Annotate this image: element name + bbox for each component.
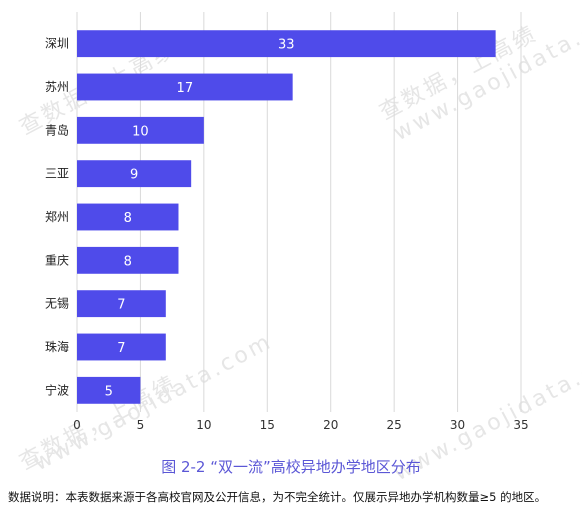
x-tick-label: 35 [513,418,528,432]
x-tick-label: 20 [323,418,338,432]
category-label: 重庆 [45,253,69,267]
category-label: 三亚 [45,167,69,181]
bar-value-label: 33 [278,38,295,53]
category-label: 郑州 [45,209,69,224]
bar [77,203,179,231]
bar [77,376,141,404]
bar-value-label: 10 [132,124,149,139]
x-tick-label: 25 [387,418,402,432]
bar [77,116,204,144]
source-note: 数据说明：本表数据来源于各高校官网及公开信息，为不完全统计。仅展示异地办学机构数… [8,490,547,504]
x-tick-label: 10 [196,418,211,432]
bar-value-label: 7 [117,298,125,313]
bar [77,246,179,274]
bar-value-label: 5 [105,384,113,399]
category-label: 无锡 [45,296,69,311]
bar [77,333,166,361]
x-tick-label: 5 [137,418,145,432]
bar-chart: 0 5 10 15 20 25 30 35 33 深圳 17 苏州 10 青岛 9 三亚 8 郑州 8 重庆 7 无锡 7 珠… [45,12,529,432]
bar [77,30,496,58]
category-label: 深圳 [45,37,69,51]
chart-area: 查数据，上高绩 www.gaojidata.com 查数据，上高绩 www.ga… [16,0,582,486]
figure-caption: 图 2-2 “双一流”高校异地办学地区分布 [161,458,421,476]
bar [77,290,166,318]
bar-value-label: 8 [124,211,132,226]
category-label: 珠海 [45,339,69,354]
x-tick-label: 30 [450,418,465,432]
bar-value-label: 9 [130,168,138,183]
bar [77,160,192,188]
category-label: 青岛 [45,122,69,137]
bar-value-label: 17 [177,81,194,96]
x-tick-label: 0 [73,418,81,432]
bar-value-label: 7 [117,341,125,356]
bar [77,73,293,101]
x-tick-label: 15 [260,418,275,432]
bar-value-label: 8 [124,254,132,269]
category-label: 苏州 [45,80,69,94]
category-label: 宁波 [45,382,69,397]
